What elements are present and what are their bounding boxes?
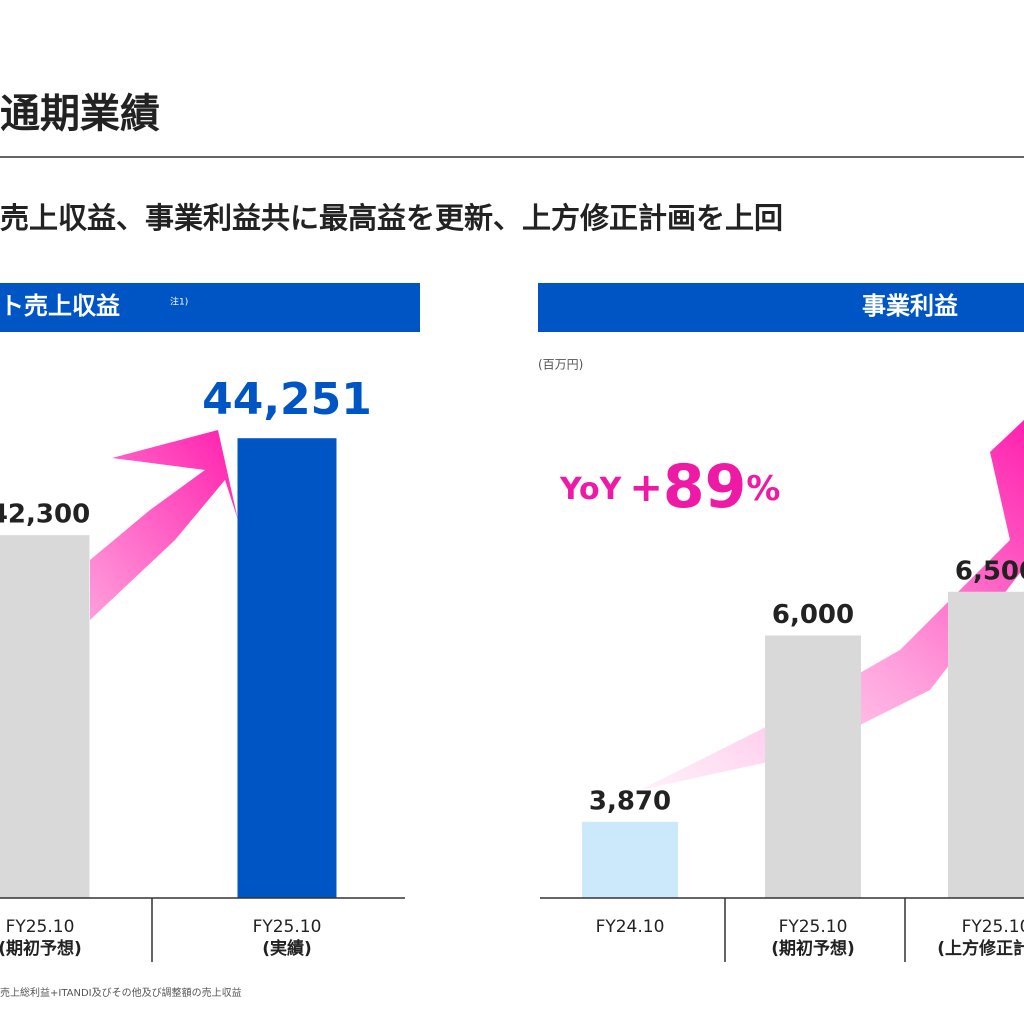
subtitle: 売上収益、事業利益共に最高益を更新、上方修正計画を上回 [0,201,783,235]
bar [582,821,678,898]
value-label: 6,500 [955,556,1024,586]
yoy-annotation: YoY +89% [559,452,780,522]
yoy-label: YoY [559,472,623,507]
yoy-value: 89 [663,452,747,522]
x-tick-label: FY25.10 [6,917,75,937]
chart-title: 事業利益 [862,292,958,320]
x-tick-label: (実績) [262,938,312,959]
arrow [90,430,238,620]
x-tick-label: (期初予想) [771,938,855,959]
yoy-unit: % [746,469,780,509]
x-tick-label: FY25.10 [779,917,848,937]
unit-label: (百万円) [538,358,583,372]
bar [0,535,90,898]
x-tick-label: FY25.10 [253,917,322,937]
header-bar [0,283,420,332]
title-note: 注1) [170,296,188,308]
value-label: 3,870 [589,786,671,816]
value-label: 42,300 [0,500,90,530]
bar [948,591,1024,898]
bar [765,635,861,898]
value-label: 44,251 [202,374,372,425]
x-tick-label: (期初予想) [0,938,82,959]
x-tick-label: (上方修正計画) [937,938,1024,959]
bar [237,438,337,898]
x-tick-label: FY25.10 [962,917,1024,937]
x-tick-label: FY24.10 [596,917,665,937]
value-label: 6,000 [772,600,854,630]
slide-title: 通期業績 [0,91,160,137]
header-bar [538,283,1024,332]
chart-title: ト売上収益 [0,292,120,320]
footnote: 売上総利益+ITANDI及びその他及び調整額の売上収益 [0,986,242,999]
yoy-sign: + [629,465,663,511]
